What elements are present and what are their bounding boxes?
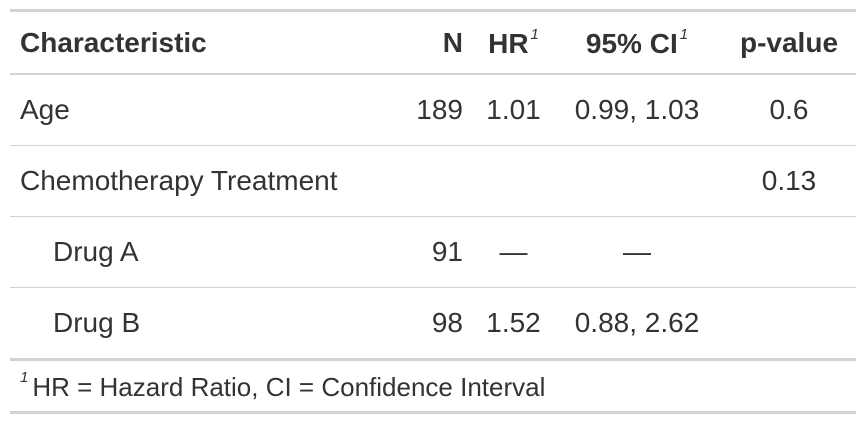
table-cell: 98 — [431, 307, 463, 338]
footnote-row: 1 HR = Hazard Ratio, CI = Confidence Inte… — [10, 360, 856, 413]
table-footer: 1 HR = Hazard Ratio, CI = Confidence Inte… — [10, 360, 856, 413]
table-cell: — — [623, 236, 651, 267]
table-cell: 0.88, 2.62 — [574, 307, 700, 338]
header-cell: p-value — [722, 11, 856, 75]
table-cell: 1.01 — [486, 94, 541, 125]
footnote-text: HR = Hazard Ratio, CI = Confidence Inter… — [32, 372, 546, 402]
footnote: 1 HR = Hazard Ratio, CI = Confidence Inte… — [10, 360, 856, 413]
footnote-mark: 1 — [20, 369, 29, 386]
table-cell: 1.52 — [486, 307, 541, 338]
empty-cell — [722, 217, 856, 288]
table-cell: 0.13 — [761, 165, 817, 196]
footnote-mark: 1 — [679, 25, 689, 43]
header-text: Characteristic — [20, 26, 207, 58]
empty-cell — [475, 146, 552, 217]
table-header: Characteristic N HR 1 95% CI 1 p-value — [10, 10, 856, 75]
header-row: Characteristic N HR 1 95% CI 1 p-value — [10, 10, 856, 75]
empty-cell — [400, 146, 475, 217]
empty-cell — [552, 146, 722, 217]
table-cell: 0.99, 1.03 — [574, 94, 700, 125]
empty-cell — [722, 288, 856, 360]
table-row: Chemotherapy Treatment 0.13 — [10, 146, 856, 217]
table-row: Drug B 98 1.52 0.88, 2.62 — [10, 288, 856, 360]
table-cell: — — [499, 236, 528, 267]
header-text: 95% CI — [585, 27, 678, 59]
summary-table: Characteristic N HR 1 95% CI 1 p-value Age 189 1… — [10, 9, 856, 414]
table-cell: Age — [20, 94, 70, 125]
header-cell: Characteristic — [10, 11, 400, 75]
table-cell: Chemotherapy Treatment — [20, 165, 338, 196]
header-cell: N — [400, 11, 475, 75]
table-cell: Drug A — [53, 236, 139, 267]
footnote-mark: 1 — [530, 25, 539, 43]
table-row: Age 189 1.01 0.99, 1.03 0.6 — [10, 74, 856, 146]
table-cell: 189 — [416, 94, 463, 125]
table-body: Age 189 1.01 0.99, 1.03 0.6 Chemotherapy Trea… — [10, 74, 856, 360]
header-text: N — [442, 26, 463, 58]
header-text: HR — [488, 27, 529, 59]
header-text: p-value — [739, 26, 839, 58]
table-cell: 0.6 — [769, 94, 809, 125]
table-row: Drug A 91 — — — [10, 217, 856, 288]
table-cell: 91 — [431, 236, 463, 267]
header-cell: HR 1 — [475, 11, 552, 75]
table-cell: Drug B — [53, 307, 141, 338]
header-cell: 95% CI 1 — [552, 11, 722, 75]
